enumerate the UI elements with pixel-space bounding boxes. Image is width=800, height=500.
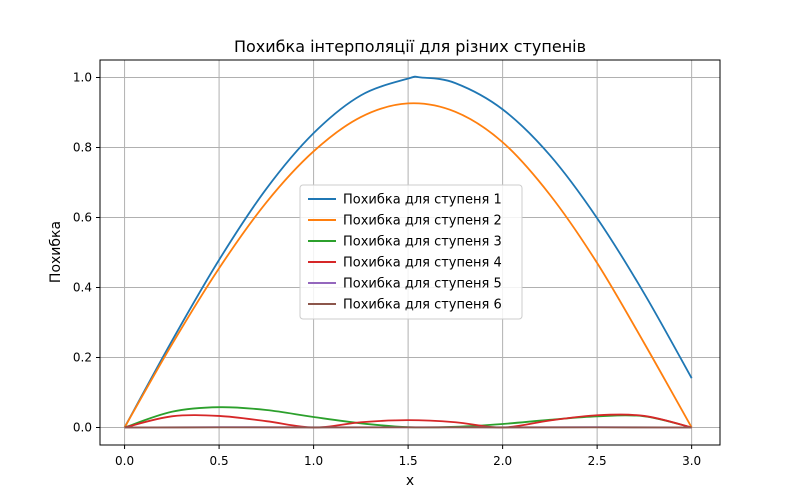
- series-line-2: [123, 102, 693, 428]
- legend-label-5: Похибка для ступеня 5: [343, 277, 502, 292]
- legend-label-4: Похибка для ступеня 4: [343, 256, 502, 271]
- y-tick-label: 0.4: [73, 281, 92, 295]
- y-tick-label: 0.2: [73, 351, 92, 365]
- legend-label-3: Похибка для ступеня 3: [343, 235, 502, 250]
- legend: Похибка для ступеня 1 Похибка для ступеня…: [299, 184, 523, 320]
- x-tick-label: 0.0: [115, 454, 134, 468]
- y-axis: 0.0 0.2 0.4 0.6 0.8 1.0: [73, 71, 100, 435]
- x-axis: 0.0 0.5 1.0 1.5 2.0 2.5 3.0: [115, 445, 701, 468]
- x-tick-label: 1.0: [304, 454, 323, 468]
- series-group: [123, 75, 693, 429]
- legend-box: [299, 184, 523, 320]
- y-tick-label: 0.6: [73, 211, 92, 225]
- plot-frame: [99, 59, 721, 446]
- x-tick-label: 3.0: [682, 454, 701, 468]
- legend-label-1: Похибка для ступеня 1: [343, 193, 502, 208]
- x-tick-label: 1.5: [399, 454, 418, 468]
- x-tick-label: 2.0: [493, 454, 512, 468]
- legend-label-6: Похибка для ступеня 6: [343, 298, 502, 313]
- y-tick-label: 0.0: [73, 421, 92, 435]
- y-tick-label: 0.8: [73, 141, 92, 155]
- x-tick-label: 2.5: [588, 454, 607, 468]
- series-line-1: [123, 75, 693, 428]
- x-axis-label: x: [406, 473, 414, 489]
- legend-label-2: Похибка для ступеня 2: [343, 214, 502, 229]
- x-tick-label: 0.5: [210, 454, 229, 468]
- chart-title: Похибка інтерполяції для різних ступенів: [234, 37, 586, 56]
- series-line-4: [124, 413, 692, 429]
- y-axis-label: Похибка: [48, 221, 64, 283]
- y-tick-label: 1.0: [73, 71, 92, 85]
